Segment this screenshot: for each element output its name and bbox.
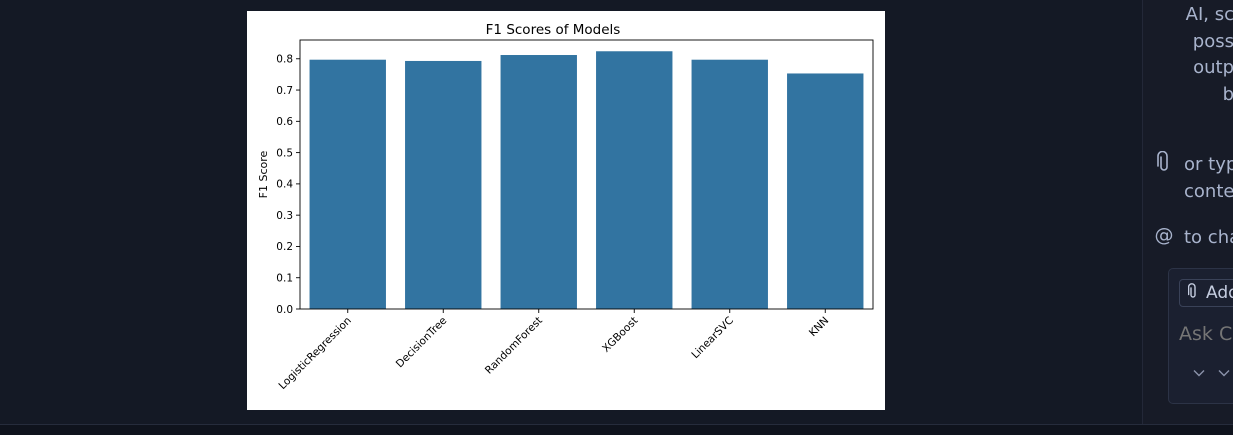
chat-side-panel: AI, sc poss outp b or typ conte @ to ch a… [1142, 0, 1233, 424]
y-tick-label: 0.5 [276, 147, 293, 159]
x-tick-label: LogisticRegression [277, 315, 354, 392]
chart-output-image: F1 Scores of Models 0.0 0.1 0.2 0.3 0.4 0.5 0.… [247, 11, 885, 410]
bar [691, 59, 768, 310]
y-tick-label: 0.4 [276, 179, 293, 191]
at-sign-icon: @ [1154, 224, 1174, 246]
welcome-help-text: AI, sc poss outp b [1143, 2, 1233, 108]
chevron-down-icon[interactable] [1218, 366, 1230, 380]
chat-input[interactable] [1179, 323, 1233, 345]
y-tick-label: 0.6 [276, 116, 293, 128]
mention-hint: @ to cha [1154, 224, 1233, 251]
y-axis-label: F1 Score [257, 150, 270, 198]
mention-hint-text: to cha [1184, 227, 1233, 248]
bars [309, 51, 864, 310]
y-tick-label: 0.7 [276, 85, 293, 97]
y-tick-label: 0.3 [276, 210, 293, 222]
add-context-button[interactable]: Add [1179, 279, 1233, 307]
editor-area: F1 Scores of Models 0.0 0.1 0.2 0.3 0.4 0.5 0.… [247, 11, 885, 410]
bar-chart: F1 Scores of Models 0.00.10.20.30.40.50.… [257, 22, 874, 392]
help-line: outp [1193, 57, 1233, 78]
attach-hint-text-line2: conte [1184, 181, 1233, 202]
help-line: b [1222, 83, 1233, 105]
y-axis: 0.0 0.1 0.2 0.3 0.4 0.5 0.6 0.7 0.8 [276, 54, 300, 316]
help-line: poss [1192, 30, 1233, 52]
paperclip-icon [1154, 150, 1174, 178]
paperclip-icon [1187, 282, 1198, 304]
help-line: AI, sc [1185, 4, 1233, 25]
plot-frame [299, 39, 874, 310]
x-tick-label: KNN [807, 315, 831, 339]
y-tick-label: 0.8 [276, 54, 293, 66]
attach-hint: or typ conte [1154, 150, 1233, 205]
bar [787, 73, 864, 310]
x-tick-label: LinearSVC [689, 315, 736, 362]
x-tick-label: XGBoost [600, 315, 640, 355]
x-axis: LogisticRegression DecisionTree RandomFore… [277, 309, 831, 392]
status-bar [0, 424, 1233, 435]
bar [309, 59, 386, 310]
chart-title: F1 Scores of Models [486, 22, 621, 38]
y-tick-label: 0.1 [276, 273, 293, 285]
bar [596, 51, 673, 309]
attach-hint-text: or typ [1184, 154, 1233, 175]
add-context-label: Add [1206, 283, 1233, 303]
x-tick-label: DecisionTree [394, 315, 450, 371]
y-tick-label: 0.2 [276, 241, 293, 253]
x-tick-label: RandomForest [483, 315, 545, 377]
bar [405, 60, 482, 310]
bar [500, 55, 577, 310]
chevron-down-icon[interactable] [1193, 366, 1205, 380]
y-tick-label: 0.0 [276, 304, 293, 316]
chat-input-box: Add [1168, 268, 1233, 404]
